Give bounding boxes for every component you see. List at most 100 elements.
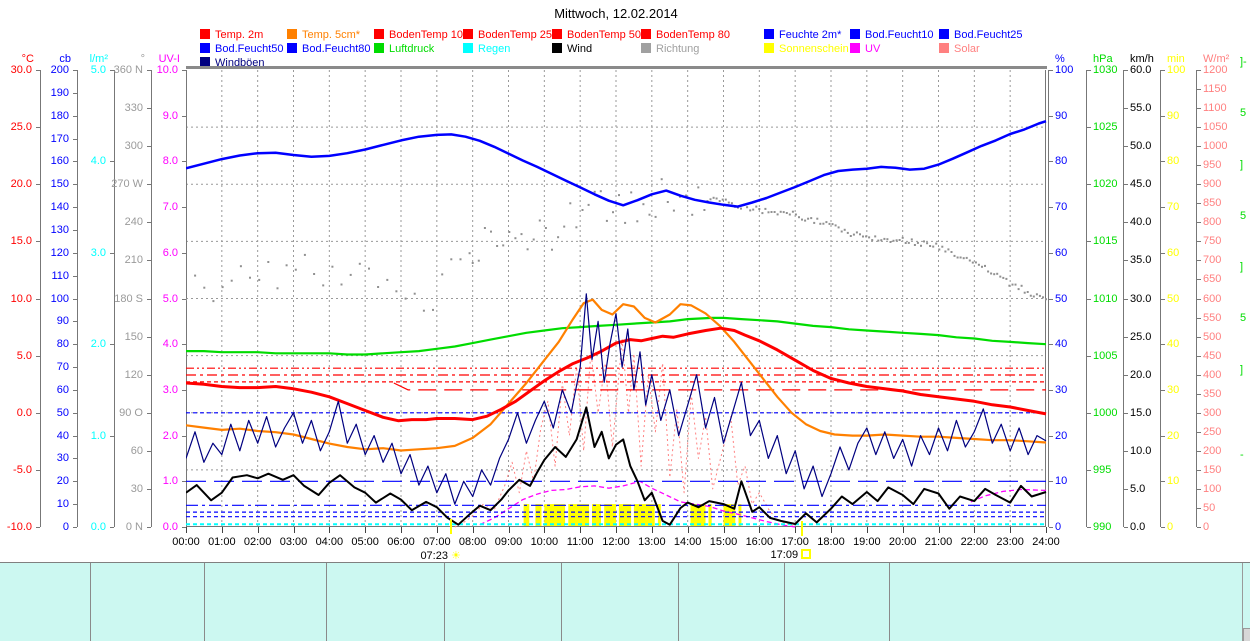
legend-item-solar: Solar bbox=[939, 43, 980, 55]
x-axis-tick bbox=[866, 527, 868, 533]
legend-swatch-regen bbox=[463, 43, 473, 53]
axis-tick-label-dir: 300 bbox=[124, 140, 143, 153]
axis-tick-label-lm2: 5.0 bbox=[90, 64, 106, 76]
axis-tick-label-kmh: 5.0 bbox=[1130, 482, 1146, 495]
axis-unit-pct: % bbox=[1055, 53, 1065, 65]
axis-tick-label-uvi: 4.0 bbox=[162, 338, 178, 351]
axis-tick-label-uvi: 6.0 bbox=[162, 246, 178, 259]
x-axis-tick bbox=[508, 527, 510, 533]
axis-tick-wm2 bbox=[1197, 317, 1201, 319]
axis-tick-label-kmh: 25.0 bbox=[1130, 330, 1152, 343]
axis-ruler-pct bbox=[1048, 70, 1049, 527]
axis-tick-label-hpa: 1015 bbox=[1093, 235, 1118, 248]
axis-tick-label-wm2: 150 bbox=[1203, 463, 1222, 476]
legend-swatch-uv bbox=[850, 43, 860, 53]
axis-tick-label-hpa: 1000 bbox=[1093, 406, 1118, 419]
axis-tick-uvi bbox=[182, 435, 186, 437]
x-axis-label: 19:00 bbox=[853, 536, 881, 548]
axis-tick-label-uvi: 2.0 bbox=[162, 429, 178, 442]
clipped-axis-fragment: ] bbox=[1240, 159, 1244, 171]
x-axis-label: 23:00 bbox=[996, 536, 1024, 548]
axis-tick-cb bbox=[73, 161, 77, 163]
sunrise-icon: ☀ bbox=[450, 550, 461, 562]
x-axis-tick bbox=[365, 527, 367, 533]
axis-tick-label-cb: 200 bbox=[50, 64, 69, 76]
axis-tick-lm2 bbox=[110, 161, 114, 163]
table-separator bbox=[678, 563, 679, 641]
axis-tick-label-wm2: 350 bbox=[1203, 387, 1222, 400]
axis-tick-label-wm2: 750 bbox=[1203, 235, 1222, 248]
legend-item-luftdruck: Luftdruck bbox=[374, 43, 434, 55]
axis-tick-label-wm2: 0 bbox=[1203, 521, 1210, 533]
axis-tick-pct bbox=[1049, 115, 1053, 117]
axis-tick-smin bbox=[1161, 344, 1165, 346]
x-axis-label: 06:00 bbox=[387, 536, 415, 548]
plot-top-border bbox=[186, 66, 1047, 69]
axis-tick-cb bbox=[73, 252, 77, 254]
stats-table: SensorMinWertMaxWertDurchschnitt12.02. 2… bbox=[0, 562, 1250, 641]
sunrise-axis-tick bbox=[450, 519, 453, 534]
axis-tick-kmh bbox=[1124, 298, 1128, 300]
axis-tick-label-lm2: 0.0 bbox=[90, 521, 106, 533]
legend-swatch-richtung bbox=[641, 43, 651, 53]
axis-tick-wm2 bbox=[1197, 146, 1201, 148]
axis-tick-label-lm2: 2.0 bbox=[90, 338, 106, 351]
axis-tick-label-dir: 270 W bbox=[111, 178, 143, 191]
sunset-time: 17:09 bbox=[770, 549, 799, 561]
legend-swatch-bod-feucht50 bbox=[200, 43, 210, 53]
axis-tick-label-wm2: 650 bbox=[1203, 273, 1222, 286]
legend-label: Bod.Feucht50 bbox=[215, 43, 284, 55]
axis-tick-label-wm2: 1150 bbox=[1203, 83, 1227, 96]
axis-tick-wm2 bbox=[1197, 241, 1201, 243]
axis-tick-label-smin: 50 bbox=[1167, 292, 1180, 305]
axis-tick-label-dir: 360 N bbox=[113, 64, 143, 76]
axis-tick-label-wm2: 700 bbox=[1203, 254, 1222, 267]
axis-tick-dir bbox=[147, 450, 151, 452]
x-axis-label: 03:00 bbox=[279, 536, 308, 548]
axis-tick-pct bbox=[1049, 344, 1053, 346]
legend-label: BodenTemp 80 bbox=[656, 29, 730, 41]
clipped-axis-fragment: 5 bbox=[1240, 312, 1247, 324]
axis-tick-label-smin: 0 bbox=[1167, 521, 1174, 533]
x-axis-tick bbox=[293, 527, 295, 533]
legend-item-bodentemp-50: BodenTemp 50 bbox=[552, 29, 641, 41]
axis-tick-dir bbox=[147, 488, 151, 490]
axis-tick-smin bbox=[1161, 527, 1165, 528]
legend-item-bod-feucht50: Bod.Feucht50 bbox=[200, 43, 284, 55]
axis-tick-cb bbox=[73, 527, 77, 528]
axis-tick-label-hpa: 1020 bbox=[1093, 178, 1118, 191]
axis-tick-pct bbox=[1049, 161, 1053, 163]
axis-tick-label-wm2: 100 bbox=[1203, 482, 1222, 495]
axis-tick-cb bbox=[73, 115, 77, 117]
axis-tick-dir bbox=[147, 260, 151, 262]
x-axis-label: 21:00 bbox=[924, 536, 953, 548]
axis-tick-hpa bbox=[1087, 127, 1091, 129]
legend-item-bod-feucht10: Bod.Feucht10 bbox=[850, 29, 934, 41]
axis-tick-dir bbox=[147, 374, 151, 376]
x-axis-label: 20:00 bbox=[888, 536, 917, 548]
x-axis-tick bbox=[257, 527, 259, 533]
legend-label: Bod.Feucht80 bbox=[302, 43, 371, 55]
sunrise-marker: 07:23 ☀ bbox=[420, 549, 460, 562]
axis-tick-cb bbox=[73, 207, 77, 209]
axis-tick-label-pct: 80 bbox=[1055, 155, 1068, 168]
axis-tick-label-dir: 150 bbox=[124, 330, 143, 343]
axis-tick-label-wm2: 1100 bbox=[1203, 102, 1227, 115]
legend-item-feuchte-2m: Feuchte 2m* bbox=[764, 29, 841, 41]
axis-tick-cb bbox=[73, 389, 77, 391]
axis-tick-temp bbox=[36, 355, 40, 357]
axis-tick-dir bbox=[147, 222, 151, 224]
resize-grip[interactable] bbox=[1243, 628, 1250, 641]
axis-tick-label-pct: 10 bbox=[1055, 475, 1068, 488]
axis-tick-label-lm2: 1.0 bbox=[90, 429, 106, 442]
axis-tick-smin bbox=[1161, 481, 1165, 483]
axis-tick-label-pct: 70 bbox=[1055, 201, 1068, 214]
legend-item-bodentemp-25: BodenTemp 25 bbox=[463, 29, 552, 41]
chart-title: Mittwoch, 12.02.2014 bbox=[554, 6, 678, 21]
axis-tick-label-pct: 100 bbox=[1055, 64, 1074, 76]
axis-tick-label-smin: 30 bbox=[1167, 383, 1180, 396]
axis-tick-label-wm2: 50 bbox=[1203, 501, 1216, 514]
axis-tick-cb bbox=[73, 229, 77, 231]
axis-tick-label-dir: 90 O bbox=[119, 406, 143, 419]
axis-tick-label-kmh: 40.0 bbox=[1130, 216, 1152, 229]
